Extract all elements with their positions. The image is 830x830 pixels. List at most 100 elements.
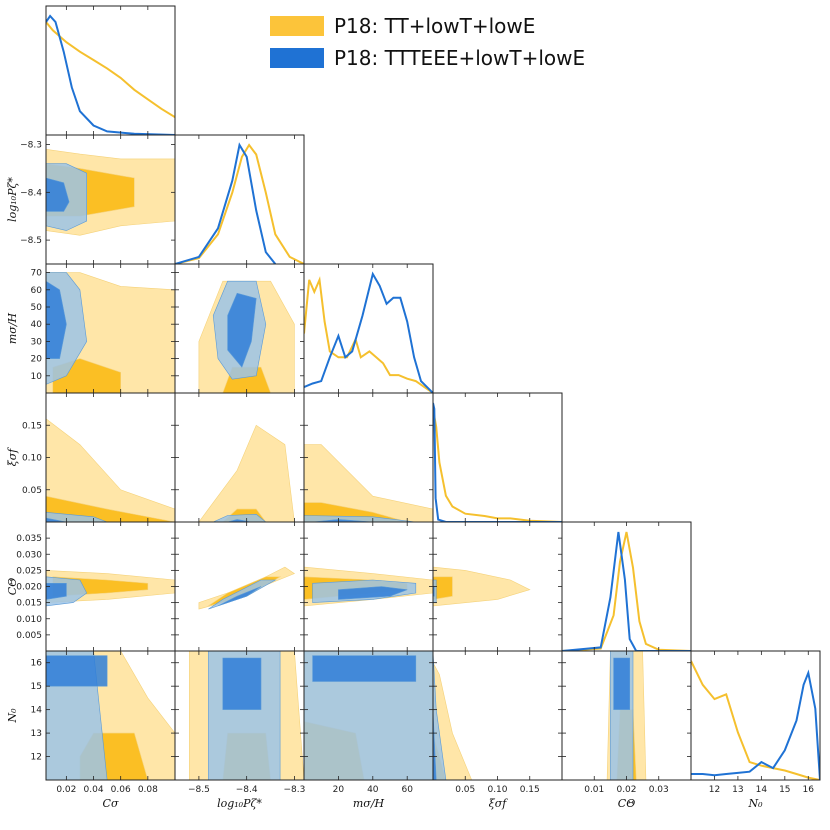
x-axis-label: mσ/H xyxy=(353,797,385,810)
blue-inner-contour xyxy=(338,586,408,600)
contour-panel-1-5 xyxy=(189,651,304,780)
contour-panel-0-2 xyxy=(46,272,175,393)
blue-marginal-line xyxy=(304,271,433,393)
legend-swatch-blue xyxy=(270,48,324,68)
blue-marginal-line xyxy=(691,669,820,780)
blue-inner-contour xyxy=(46,582,67,600)
y-tick-label: 0.005 xyxy=(16,631,42,641)
x-tick-label: 16 xyxy=(803,785,815,795)
y-tick-label: 40 xyxy=(31,320,43,330)
blue-inner-contour xyxy=(227,519,252,522)
contour-panel-2-5 xyxy=(304,651,433,780)
x-tick-label: 60 xyxy=(401,785,413,795)
x-tick-label: 0.04 xyxy=(84,785,104,795)
y-tick-label: 70 xyxy=(31,269,43,279)
x-tick-label: 0.01 xyxy=(584,785,604,795)
y-axis-label: N₀ xyxy=(6,708,19,724)
marginal-panel-5 xyxy=(691,660,820,780)
x-tick-label: 0.03 xyxy=(649,785,669,795)
yellow-marginal-line xyxy=(562,531,691,651)
contour-panel-4-5 xyxy=(606,651,647,780)
legend-entry: P18: TTTEEE+lowT+lowE xyxy=(270,42,585,74)
y-tick-label: 0.020 xyxy=(16,583,42,593)
blue-marginal-line xyxy=(46,14,175,135)
x-tick-label: 13 xyxy=(732,785,743,795)
yellow-marginal-line xyxy=(46,21,175,119)
contour-panel-1-2 xyxy=(198,280,295,393)
x-tick-label: 0.10 xyxy=(487,785,507,795)
y-tick-label: 15 xyxy=(31,682,42,692)
blue-marginal-line xyxy=(433,402,562,522)
x-tick-label: 0.02 xyxy=(616,785,636,795)
panel-frame-1-4 xyxy=(174,521,305,652)
y-tick-label: −8.5 xyxy=(20,236,42,246)
y-tick-label: 12 xyxy=(31,753,42,763)
blue-inner-contour xyxy=(312,519,373,522)
marginal-panel-3 xyxy=(433,402,562,522)
x-tick-label: 0.08 xyxy=(138,785,158,795)
contour-panel-1-3 xyxy=(198,424,295,522)
x-tick-label: 0.06 xyxy=(111,785,131,795)
marginal-panel-1 xyxy=(175,142,304,264)
contour-panel-3-5 xyxy=(433,651,473,780)
marginal-panel-0 xyxy=(46,14,175,135)
contour-panel-2-3 xyxy=(304,444,433,522)
legend: P18: TT+lowT+lowE P18: TTTEEE+lowT+lowE xyxy=(270,10,585,74)
blue-inner-contour xyxy=(217,586,262,607)
x-axis-label: Cσ xyxy=(103,797,119,810)
blue-marginal-line xyxy=(562,531,691,651)
blue-inner-contour xyxy=(46,655,108,687)
y-tick-label: −8.3 xyxy=(20,141,42,151)
y-axis-label: mσ/H xyxy=(6,312,19,344)
contour-panel-1-4 xyxy=(198,566,296,610)
x-tick-label: 12 xyxy=(709,785,720,795)
contour-panel-0-5 xyxy=(46,651,175,780)
panel-frame-5-5 xyxy=(690,650,821,781)
blue-inner-contour xyxy=(46,280,67,359)
y-tick-label: 60 xyxy=(31,286,43,296)
blue-outer-contour xyxy=(46,511,108,522)
y-tick-label: 0.015 xyxy=(16,599,42,609)
y-axis-label: log₁₀Pζ* xyxy=(6,177,19,222)
legend-swatch-yellow xyxy=(270,16,324,36)
x-tick-label: 0.02 xyxy=(56,785,76,795)
yellow-outer-contour xyxy=(198,424,295,522)
blue-outer-contour xyxy=(304,651,433,780)
x-axis-label: CΘ xyxy=(618,797,635,810)
y-tick-label: 0.025 xyxy=(16,566,42,576)
panel-frame-1-1 xyxy=(174,134,305,265)
x-tick-label: 20 xyxy=(333,785,345,795)
panel-frame-3-3 xyxy=(432,392,563,523)
blue-inner-contour xyxy=(46,177,70,212)
blue-inner-contour xyxy=(227,292,257,368)
x-tick-label: 0.05 xyxy=(455,785,475,795)
y-tick-label: 13 xyxy=(31,729,42,739)
y-axis-label: ξσf xyxy=(6,447,19,467)
x-tick-label: −8.4 xyxy=(236,785,258,795)
yellow-outer-contour xyxy=(433,566,531,607)
yellow-inner-contour xyxy=(433,576,453,600)
blue-marginal-line xyxy=(175,142,277,264)
y-tick-label: 0.10 xyxy=(22,454,42,464)
contour-panel-3-4 xyxy=(433,566,531,607)
yellow-outer-contour xyxy=(304,444,433,522)
x-tick-label: 0.15 xyxy=(520,785,540,795)
blue-inner-contour xyxy=(433,709,437,780)
yellow-outer-contour xyxy=(46,418,175,522)
blue-inner-contour xyxy=(46,517,67,522)
y-tick-label: 10 xyxy=(31,372,43,382)
y-tick-label: 0.035 xyxy=(16,534,42,544)
legend-label: P18: TT+lowT+lowE xyxy=(334,14,536,38)
x-tick-label: 15 xyxy=(779,785,790,795)
yellow-marginal-line xyxy=(691,660,820,780)
blue-inner-contour xyxy=(222,657,262,710)
contour-panel-0-4 xyxy=(46,570,175,607)
y-tick-label: 0.030 xyxy=(16,550,42,560)
panel-frame-4-4 xyxy=(561,521,692,652)
x-axis-label: log₁₀Pζ* xyxy=(217,797,262,810)
contour-panel-2-4 xyxy=(304,566,433,607)
x-tick-label: −8.3 xyxy=(284,785,306,795)
yellow-outer-contour xyxy=(433,662,473,780)
x-axis-label: N₀ xyxy=(747,797,763,810)
